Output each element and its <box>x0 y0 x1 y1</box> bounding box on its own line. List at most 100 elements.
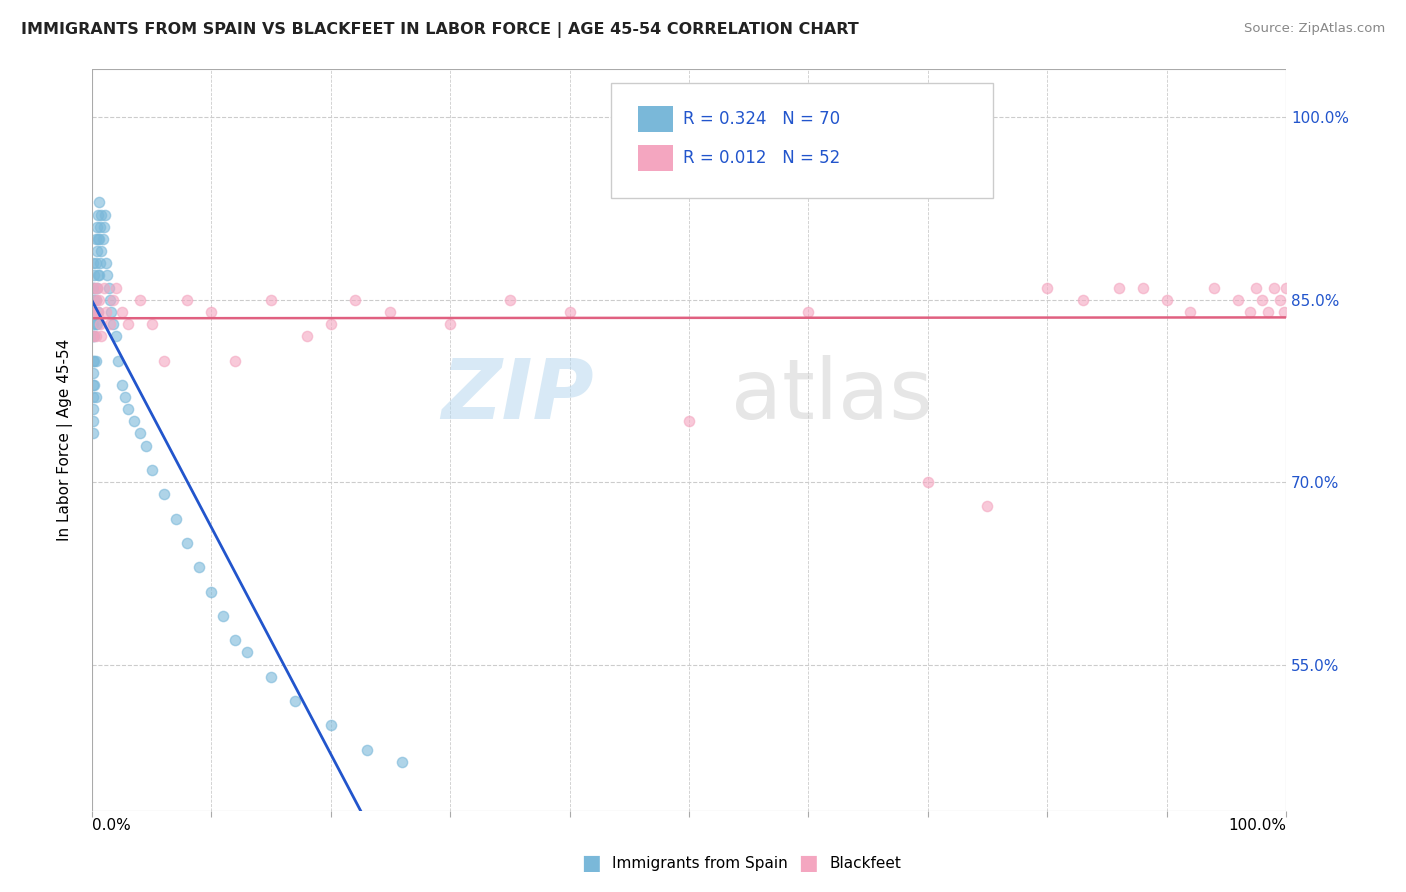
Point <box>284 694 307 708</box>
Point <box>678 414 700 428</box>
Point <box>122 414 145 428</box>
Point <box>82 305 104 319</box>
Point <box>84 256 107 270</box>
Bar <box>637 106 673 132</box>
Point <box>87 195 110 210</box>
Point <box>84 317 107 331</box>
Point <box>917 475 939 490</box>
Point <box>188 560 211 574</box>
Point <box>1275 280 1298 294</box>
Point <box>380 305 402 319</box>
Point <box>797 305 820 319</box>
Point <box>200 305 222 319</box>
Point <box>96 305 118 319</box>
Point <box>200 584 222 599</box>
Point <box>82 390 104 404</box>
Point <box>84 232 107 246</box>
Point <box>82 414 104 428</box>
Point <box>86 244 108 258</box>
Point <box>499 293 522 307</box>
Point <box>86 219 108 234</box>
Point <box>1204 280 1226 294</box>
Point <box>152 487 174 501</box>
Point <box>84 329 107 343</box>
Point <box>1251 293 1274 307</box>
Point <box>343 293 366 307</box>
Point <box>1257 305 1279 319</box>
Text: R = 0.012   N = 52: R = 0.012 N = 52 <box>683 149 841 167</box>
Point <box>86 280 108 294</box>
Point <box>117 402 139 417</box>
Text: ZIP: ZIP <box>441 354 593 435</box>
Point <box>1156 293 1178 307</box>
Point <box>98 293 121 307</box>
Point <box>1268 293 1291 307</box>
Point <box>117 317 139 331</box>
Point <box>236 645 259 659</box>
Text: atlas: atlas <box>731 354 934 435</box>
Point <box>165 511 187 525</box>
Point <box>224 353 246 368</box>
Bar <box>637 145 673 171</box>
Point <box>356 743 378 757</box>
Point <box>439 317 461 331</box>
Point <box>83 280 105 294</box>
Point <box>83 268 105 283</box>
Point <box>1108 280 1130 294</box>
Point <box>82 256 104 270</box>
Point <box>93 219 115 234</box>
Point <box>83 329 105 343</box>
Text: Immigrants from Spain: Immigrants from Spain <box>612 856 787 871</box>
Point <box>87 268 110 283</box>
Point <box>82 353 104 368</box>
Point <box>82 426 104 441</box>
Point <box>84 353 107 368</box>
Point <box>87 293 110 307</box>
Point <box>96 268 118 283</box>
Point <box>114 390 136 404</box>
Point <box>82 402 104 417</box>
Point <box>1239 305 1261 319</box>
Point <box>83 353 105 368</box>
Point <box>90 207 112 221</box>
Point <box>82 317 104 331</box>
Point <box>260 670 283 684</box>
Point <box>82 329 104 343</box>
Point <box>107 353 129 368</box>
Point <box>176 536 198 550</box>
Point <box>82 280 104 294</box>
Text: 100.0%: 100.0% <box>1227 818 1286 833</box>
Point <box>224 633 246 648</box>
Point <box>84 293 107 307</box>
Text: R = 0.324   N = 70: R = 0.324 N = 70 <box>683 110 841 128</box>
Point <box>1132 280 1154 294</box>
Point <box>1036 280 1059 294</box>
Point <box>319 718 342 732</box>
Point <box>212 609 235 624</box>
Point <box>87 305 110 319</box>
Point <box>1180 305 1202 319</box>
Point <box>90 329 112 343</box>
Point <box>97 280 120 294</box>
Point <box>82 305 104 319</box>
Point <box>391 755 413 769</box>
Point <box>128 293 150 307</box>
Text: 0.0%: 0.0% <box>91 818 131 833</box>
Point <box>98 317 121 331</box>
Point <box>1071 293 1094 307</box>
Point <box>100 305 122 319</box>
Point <box>1272 305 1295 319</box>
Point <box>93 280 115 294</box>
Point <box>1244 280 1267 294</box>
Point <box>128 426 150 441</box>
Point <box>103 317 125 331</box>
Point <box>91 232 114 246</box>
Point <box>87 232 110 246</box>
Point <box>87 232 110 246</box>
Point <box>1227 293 1250 307</box>
Point <box>84 390 107 404</box>
Point <box>82 366 104 380</box>
Point <box>87 305 110 319</box>
Text: IMMIGRANTS FROM SPAIN VS BLACKFEET IN LABOR FORCE | AGE 45-54 CORRELATION CHART: IMMIGRANTS FROM SPAIN VS BLACKFEET IN LA… <box>21 22 859 38</box>
Text: Blackfeet: Blackfeet <box>830 856 901 871</box>
